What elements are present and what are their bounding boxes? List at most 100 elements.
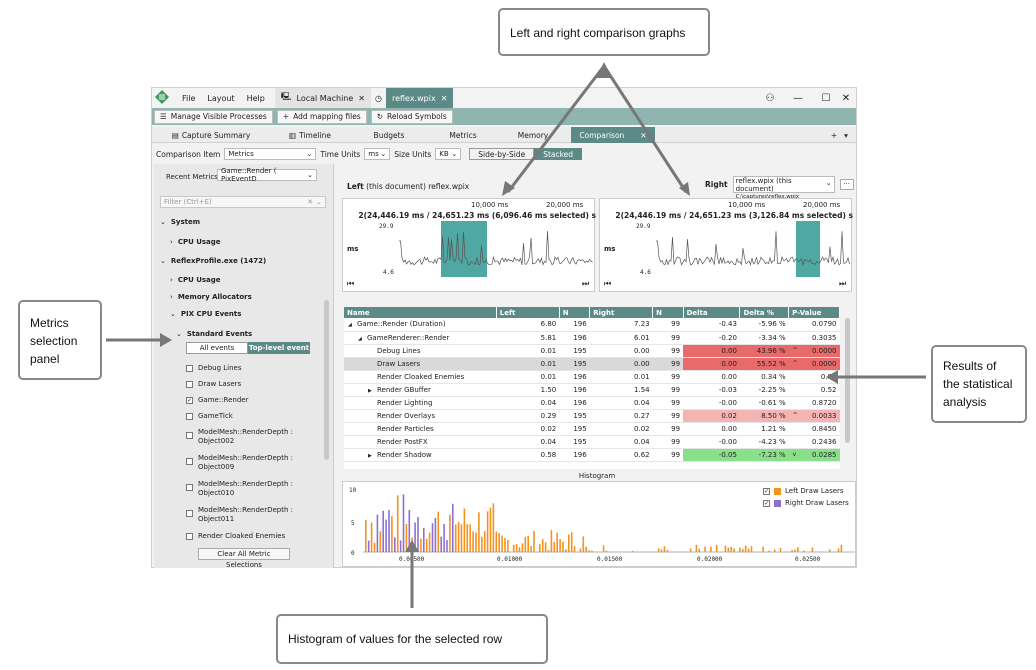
event-item[interactable]: ModelMesh::RenderDepth : Object011 — [186, 506, 293, 524]
table-row[interactable]: ◢ GameRenderer::Render 5.81 196 6.01 99 -… — [344, 331, 840, 345]
menu-file[interactable]: File — [182, 93, 196, 103]
p-value-cell: ^ 0.0033 — [788, 409, 840, 423]
skip-end-icon[interactable]: ⏭ — [839, 279, 847, 288]
add-tab-icon[interactable]: + — [830, 130, 838, 140]
checkbox[interactable] — [186, 412, 193, 420]
chevron-down-icon[interactable]: ⌄ — [316, 198, 322, 206]
tab-timeline[interactable]: ▥ Timeline — [270, 127, 350, 143]
panel-scrollbar[interactable] — [324, 300, 329, 460]
table-row[interactable]: ▶ Render Shadow 0.58 196 0.62 99 -0.05 -7… — [344, 448, 840, 462]
legend-right[interactable]: ✓ Right Draw Lasers — [763, 497, 849, 509]
table-row[interactable]: Render Particles 0.02 195 0.02 99 0.00 1… — [344, 422, 840, 436]
column-header[interactable]: Delta % — [739, 307, 790, 318]
event-item[interactable]: GameTick — [186, 412, 233, 420]
event-item[interactable]: ✓ Game::Render — [186, 396, 248, 404]
tab-memory[interactable]: Memory — [498, 127, 568, 143]
checkbox[interactable] — [186, 458, 193, 465]
checkbox[interactable] — [186, 432, 193, 439]
close-icon[interactable]: ✕ — [358, 93, 365, 103]
column-header[interactable]: N — [652, 307, 684, 318]
close-icon[interactable]: ✕ — [440, 93, 448, 103]
recent-metrics-select[interactable]: Game::Render ( PixEventD ⌄ — [217, 167, 317, 183]
tab-local-machine[interactable]: 🖳 Local Machine ✕ — [274, 88, 371, 108]
tab-budgets[interactable]: Budgets — [350, 127, 428, 143]
left-comparison-graph[interactable]: 10,000 ms 20,000 ms 2(24,446.19 ms / 24,… — [342, 198, 596, 292]
legend-left[interactable]: ✓ Left Draw Lasers — [763, 485, 849, 497]
table-row[interactable]: ◢ Game::Render (Duration) 6.80 196 7.23 9… — [344, 318, 840, 332]
table-row[interactable]: Debug Lines 0.01 195 0.00 99 0.00 43.96 … — [344, 344, 840, 358]
skip-end-icon[interactable]: ⏭ — [582, 279, 590, 288]
expand-icon[interactable]: ◢ — [358, 335, 362, 342]
menu-help[interactable]: Help — [246, 93, 265, 103]
expand-icon[interactable]: ▶ — [368, 452, 372, 459]
table-row[interactable]: Render PostFX 0.04 195 0.04 99 -0.00 -4.… — [344, 435, 840, 449]
delta-percent-cell: -2.25 % — [739, 383, 789, 397]
column-header[interactable]: P-Value — [788, 307, 840, 318]
reload-symbols-button[interactable]: ↻ Reload Symbols — [370, 109, 453, 124]
expand-icon[interactable]: ▶ — [368, 387, 372, 394]
top-level-toggle[interactable]: Top-level event — [248, 342, 310, 354]
add-mapping-button[interactable]: + Add mapping files — [276, 109, 367, 124]
tree-cpu-usage[interactable]: › CPU Usage — [170, 238, 221, 246]
filter-input[interactable]: Filter (Ctrl+E) ✕ ⌄ — [160, 196, 326, 208]
clear-all-selections-button[interactable]: Clear All Metric Selections — [198, 548, 290, 569]
tab-reflex-wpix[interactable]: reflex.wpix ✕ — [385, 88, 454, 108]
table-row[interactable]: Render Cloaked Enemies 0.01 196 0.01 99 … — [344, 370, 840, 384]
manage-processes-button[interactable]: ☰ Manage Visible Processes — [154, 109, 273, 124]
table-row[interactable]: ▶ Render GBuffer 1.50 196 1.54 99 -0.03 -… — [344, 383, 840, 397]
checkbox[interactable] — [186, 532, 193, 540]
skip-start-icon[interactable]: ⏮ — [604, 279, 612, 288]
tree-cpu-usage[interactable]: › CPU Usage — [170, 276, 221, 284]
checkbox[interactable]: ✓ — [763, 487, 770, 495]
stacked-toggle[interactable]: Stacked — [534, 148, 583, 160]
checkbox[interactable] — [186, 364, 193, 372]
tree-standard-events[interactable]: ⌄ Standard Events — [176, 330, 252, 338]
checkbox[interactable]: ✓ — [186, 396, 193, 404]
skip-start-icon[interactable]: ⏮ — [347, 279, 355, 288]
size-units-select[interactable]: KB ⌄ — [435, 148, 462, 160]
menu-layout[interactable]: Layout — [207, 93, 235, 103]
checkbox[interactable] — [186, 484, 193, 491]
tree-memory-allocators[interactable]: › Memory Allocators — [170, 293, 252, 301]
event-item[interactable]: Debug Lines — [186, 364, 241, 372]
column-header[interactable]: Left — [496, 307, 560, 318]
event-label: Object010 — [198, 489, 235, 497]
tree-pix-cpu-events[interactable]: ⌄ PIX CPU Events — [170, 310, 241, 318]
tree-process[interactable]: ⌄ ReflexProfile.exe (1472) — [160, 257, 266, 265]
event-item[interactable]: Draw Lasers — [186, 380, 241, 388]
tab-menu-icon[interactable]: ▾ — [844, 130, 848, 140]
tab-metrics[interactable]: Metrics — [428, 127, 498, 143]
minimize-button[interactable]: — — [793, 92, 803, 104]
comparison-item-select[interactable]: Metrics ⌄ — [224, 148, 317, 160]
column-header[interactable]: Name — [344, 307, 497, 318]
table-row[interactable]: Render Lighting 0.04 196 0.04 99 -0.00 -… — [344, 396, 840, 410]
clear-icon[interactable]: ✕ — [307, 198, 313, 206]
column-header[interactable]: Right — [589, 307, 654, 318]
column-header[interactable]: Delta — [683, 307, 741, 318]
event-item[interactable]: ModelMesh::RenderDepth : Object002 — [186, 428, 293, 446]
column-header[interactable]: N — [559, 307, 591, 318]
event-item[interactable]: ModelMesh::RenderDepth : Object010 — [186, 480, 293, 498]
checkbox[interactable] — [186, 510, 193, 517]
tab-comparison[interactable]: Comparison ✕ — [571, 127, 655, 143]
side-by-side-toggle[interactable]: Side-by-Side — [469, 148, 535, 160]
tree-system[interactable]: ⌄ System — [160, 218, 200, 226]
table-scrollbar[interactable] — [845, 318, 850, 443]
right-comparison-graph[interactable]: 10,000 ms 20,000 ms 2(24,446.19 ms / 24,… — [599, 198, 853, 292]
maximize-button[interactable]: ☐ — [821, 92, 831, 104]
event-item[interactable]: ModelMesh::RenderDepth : Object009 — [186, 454, 293, 472]
checkbox[interactable] — [186, 380, 193, 388]
table-row[interactable]: Render Overlays 0.29 195 0.27 99 0.02 8.… — [344, 409, 840, 423]
browse-button[interactable]: ··· — [839, 179, 854, 190]
right-doc-select[interactable]: reflex.wpix (this document) C:\captures\… — [732, 176, 835, 200]
close-icon[interactable]: ✕ — [640, 130, 647, 140]
close-window-button[interactable]: ✕ — [841, 92, 851, 104]
event-item[interactable]: Render Cloaked Enemies — [186, 532, 285, 540]
checkbox[interactable]: ✓ — [763, 499, 770, 507]
expand-icon[interactable]: ◢ — [348, 322, 352, 329]
tab-capture-summary[interactable]: ▤ Capture Summary — [152, 127, 270, 143]
time-units-select[interactable]: ms ⌄ — [364, 148, 391, 160]
all-events-toggle[interactable]: All events — [186, 342, 248, 354]
feedback-icon[interactable]: ⚇ — [765, 92, 775, 104]
table-row[interactable]: Draw Lasers 0.01 195 0.00 99 0.00 55.52 … — [344, 357, 840, 371]
